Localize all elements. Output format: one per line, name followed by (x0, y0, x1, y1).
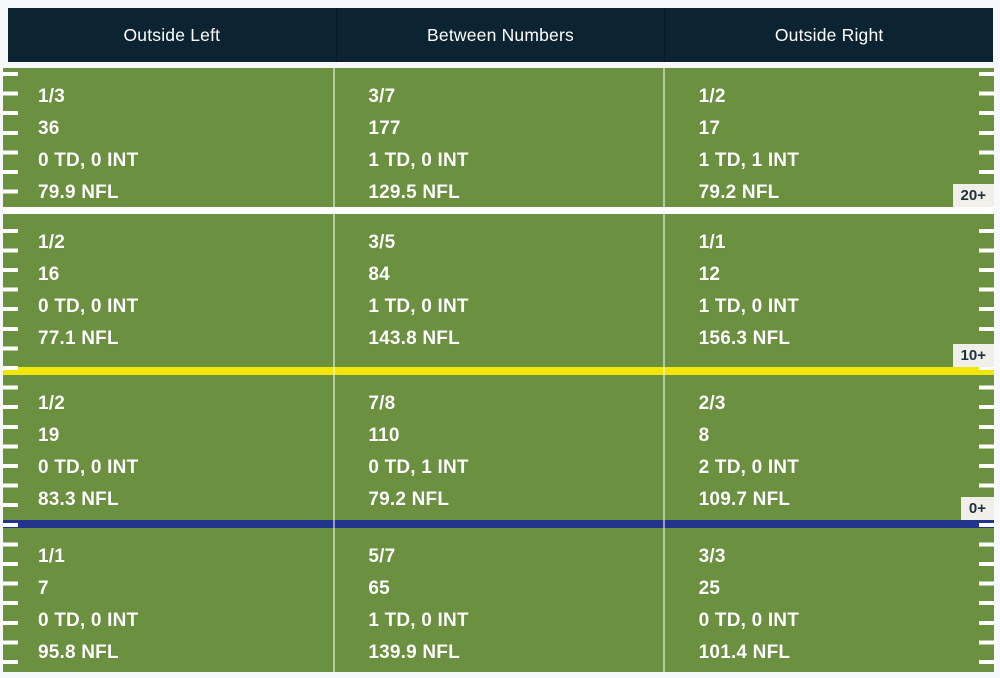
zone-cell-10plus-between-numbers: 3/5 84 1 TD, 0 INT 143.8 NFL (333, 214, 663, 367)
zone-cell-behind-outside-right: 3/3 25 0 TD, 0 INT 101.4 NFL (664, 528, 994, 672)
comp-att: 5/7 (368, 546, 396, 567)
comp-att: 1/2 (38, 393, 66, 414)
comp-att: 1/3 (38, 86, 66, 107)
nfl-rating: 139.9 NFL (368, 642, 460, 663)
comp-att: 1/1 (38, 546, 66, 567)
first-down-line (3, 367, 994, 375)
comp-att: 1/2 (698, 86, 726, 107)
yards: 16 (38, 264, 60, 285)
nfl-rating: 129.5 NFL (368, 182, 460, 203)
yards: 110 (368, 425, 400, 446)
yards: 7 (38, 578, 49, 599)
yards: 19 (38, 425, 60, 446)
zone-cell-behind-outside-left: 1/1 7 0 TD, 0 INT 95.8 NFL (3, 528, 333, 672)
zone-cell-0plus-outside-left: 1/2 19 0 TD, 0 INT 83.3 NFL (3, 375, 333, 520)
passing-chart-field: 1/3 36 0 TD, 0 INT 79.9 NFL 3/7 177 1 TD… (3, 68, 994, 672)
depth-badge-10plus: 10+ (952, 344, 994, 367)
td-int: 1 TD, 0 INT (698, 296, 800, 317)
column-header-between-numbers: Between Numbers (335, 8, 665, 62)
zone-cell-behind-between-numbers: 5/7 65 1 TD, 0 INT 139.9 NFL (333, 528, 663, 672)
nfl-rating: 79.9 NFL (38, 182, 119, 203)
td-int: 2 TD, 0 INT (698, 457, 800, 478)
td-int: 0 TD, 0 INT (38, 296, 139, 317)
depth-badge-20plus: 20+ (952, 184, 994, 207)
column-header-outside-right: Outside Right (664, 8, 993, 62)
td-int: 1 TD, 0 INT (368, 296, 469, 317)
nfl-rating: 143.8 NFL (368, 328, 460, 349)
zone-cell-10plus-outside-right: 1/1 12 1 TD, 0 INT 156.3 NFL (664, 214, 994, 367)
comp-att: 1/1 (698, 232, 726, 253)
yards: 84 (368, 264, 390, 285)
comp-att: 3/3 (698, 546, 726, 567)
zone-separator-white (3, 207, 994, 214)
depth-badge-0plus: 0+ (960, 497, 994, 520)
nfl-rating: 101.4 NFL (698, 642, 791, 663)
yards: 12 (698, 264, 721, 285)
zone-0-plus: 1/2 19 0 TD, 0 INT 83.3 NFL 7/8 110 0 TD… (3, 375, 994, 520)
nfl-rating: 83.3 NFL (38, 489, 119, 510)
yards: 17 (698, 118, 721, 139)
td-int: 0 TD, 0 INT (38, 457, 139, 478)
td-int: 1 TD, 0 INT (368, 150, 469, 171)
zone-10-plus: 1/2 16 0 TD, 0 INT 77.1 NFL 3/5 84 1 TD,… (3, 214, 994, 367)
nfl-rating: 95.8 NFL (38, 642, 119, 663)
zone-20-plus: 1/3 36 0 TD, 0 INT 79.9 NFL 3/7 177 1 TD… (3, 68, 994, 207)
comp-att: 2/3 (698, 393, 726, 414)
nfl-rating: 79.2 NFL (698, 182, 780, 203)
zone-cell-10plus-outside-left: 1/2 16 0 TD, 0 INT 77.1 NFL (3, 214, 333, 367)
yards: 177 (368, 118, 401, 139)
td-int: 0 TD, 0 INT (38, 150, 139, 171)
td-int: 1 TD, 1 INT (698, 150, 800, 171)
field-header: Outside Left Between Numbers Outside Rig… (8, 8, 993, 62)
comp-att: 1/2 (38, 232, 66, 253)
td-int: 0 TD, 0 INT (38, 610, 139, 631)
yards: 25 (698, 578, 721, 599)
td-int: 0 TD, 1 INT (368, 457, 469, 478)
nfl-rating: 156.3 NFL (698, 328, 791, 349)
zone-behind-los: 1/1 7 0 TD, 0 INT 95.8 NFL 5/7 65 1 TD, … (3, 528, 994, 672)
nfl-rating: 109.7 NFL (698, 489, 791, 510)
yards: 8 (698, 425, 710, 446)
zone-cell-20plus-outside-right: 1/2 17 1 TD, 1 INT 79.2 NFL (664, 68, 994, 207)
yards: 65 (368, 578, 390, 599)
line-of-scrimmage (3, 520, 994, 528)
comp-att: 7/8 (368, 393, 396, 414)
comp-att: 3/7 (368, 86, 396, 107)
column-header-outside-left: Outside Left (123, 24, 221, 45)
nfl-rating: 79.2 NFL (368, 489, 450, 510)
td-int: 0 TD, 0 INT (698, 610, 800, 631)
zone-cell-0plus-between-numbers: 7/8 110 0 TD, 1 INT 79.2 NFL (333, 375, 663, 520)
yards: 36 (38, 118, 60, 139)
zone-cell-20plus-outside-left: 1/3 36 0 TD, 0 INT 79.9 NFL (3, 68, 333, 207)
zone-cell-0plus-outside-right: 2/3 8 2 TD, 0 INT 109.7 NFL (664, 375, 994, 520)
zone-cell-20plus-between-numbers: 3/7 177 1 TD, 0 INT 129.5 NFL (333, 68, 663, 207)
comp-att: 3/5 (368, 232, 396, 253)
td-int: 1 TD, 0 INT (368, 610, 469, 631)
nfl-rating: 77.1 NFL (38, 328, 119, 349)
